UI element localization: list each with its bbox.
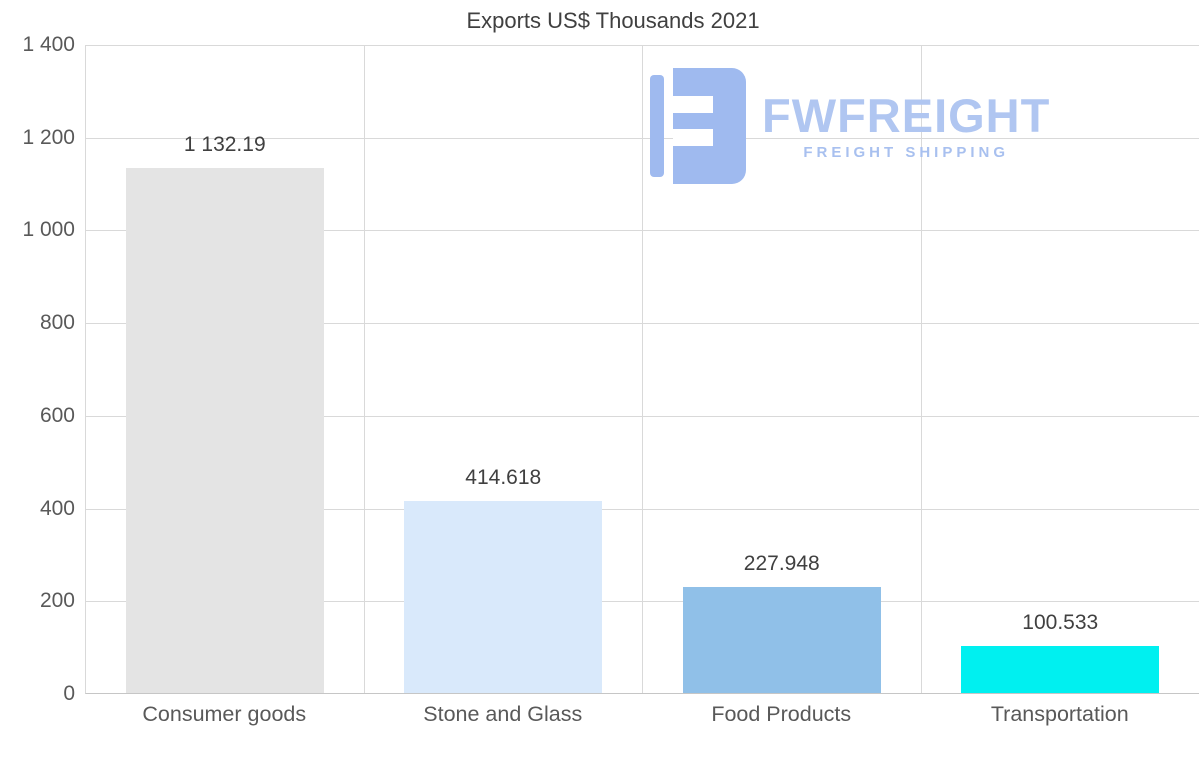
- bar-value-label: 227.948: [743, 552, 820, 576]
- x-category-label: Transportation: [990, 702, 1129, 726]
- y-tick-label: 1 200: [22, 125, 75, 149]
- category-column: 227.948: [643, 45, 922, 693]
- bar-food-products: [682, 587, 881, 693]
- category-column: 1 132.19: [86, 45, 365, 693]
- y-tick-label: 400: [39, 496, 75, 520]
- y-tick-label: 600: [39, 403, 75, 427]
- x-category-label: Consumer goods: [142, 702, 307, 726]
- bar-stone-and-glass: [404, 500, 603, 693]
- bar-value-label: 100.533: [1022, 611, 1099, 635]
- chart-title: Exports US$ Thousands 2021: [466, 8, 760, 33]
- x-category-label: Stone and Glass: [423, 702, 583, 726]
- category-column: 414.618: [365, 45, 643, 693]
- y-tick-label: 800: [39, 311, 75, 335]
- logo-name: FWFREIGHT: [762, 89, 1051, 142]
- category-column: 100.533: [922, 45, 1200, 693]
- x-category-label: Food Products: [711, 702, 852, 726]
- y-tick-label: 1 400: [22, 33, 75, 56]
- logo-tagline: FREIGHT SHIPPING: [803, 144, 1010, 161]
- plot-area: 1 132.19 414.618 227.948 100.533: [85, 45, 1199, 694]
- bar-value-label: 414.618: [465, 465, 542, 489]
- y-axis: 0 200 400 600 800 1 000 1 200 1 400: [0, 33, 75, 705]
- y-tick-label: 200: [39, 589, 75, 613]
- bar-transportation: [961, 646, 1160, 693]
- bar-consumer-goods: [125, 168, 324, 693]
- y-tick-label: 0: [63, 682, 75, 705]
- bar-value-label: 1 132.19: [183, 133, 266, 157]
- logo-text-block: FWFREIGHT FREIGHT SHIPPING: [762, 89, 1051, 162]
- fwfreight-logo-icon: [650, 68, 746, 184]
- x-axis: Consumer goods Stone and Glass Food Produc…: [85, 702, 1199, 727]
- logo: FWFREIGHT FREIGHT SHIPPING: [650, 68, 1050, 184]
- y-tick-label: 1 000: [22, 218, 75, 242]
- plot-columns: 1 132.19 414.618 227.948 100.533: [86, 45, 1199, 693]
